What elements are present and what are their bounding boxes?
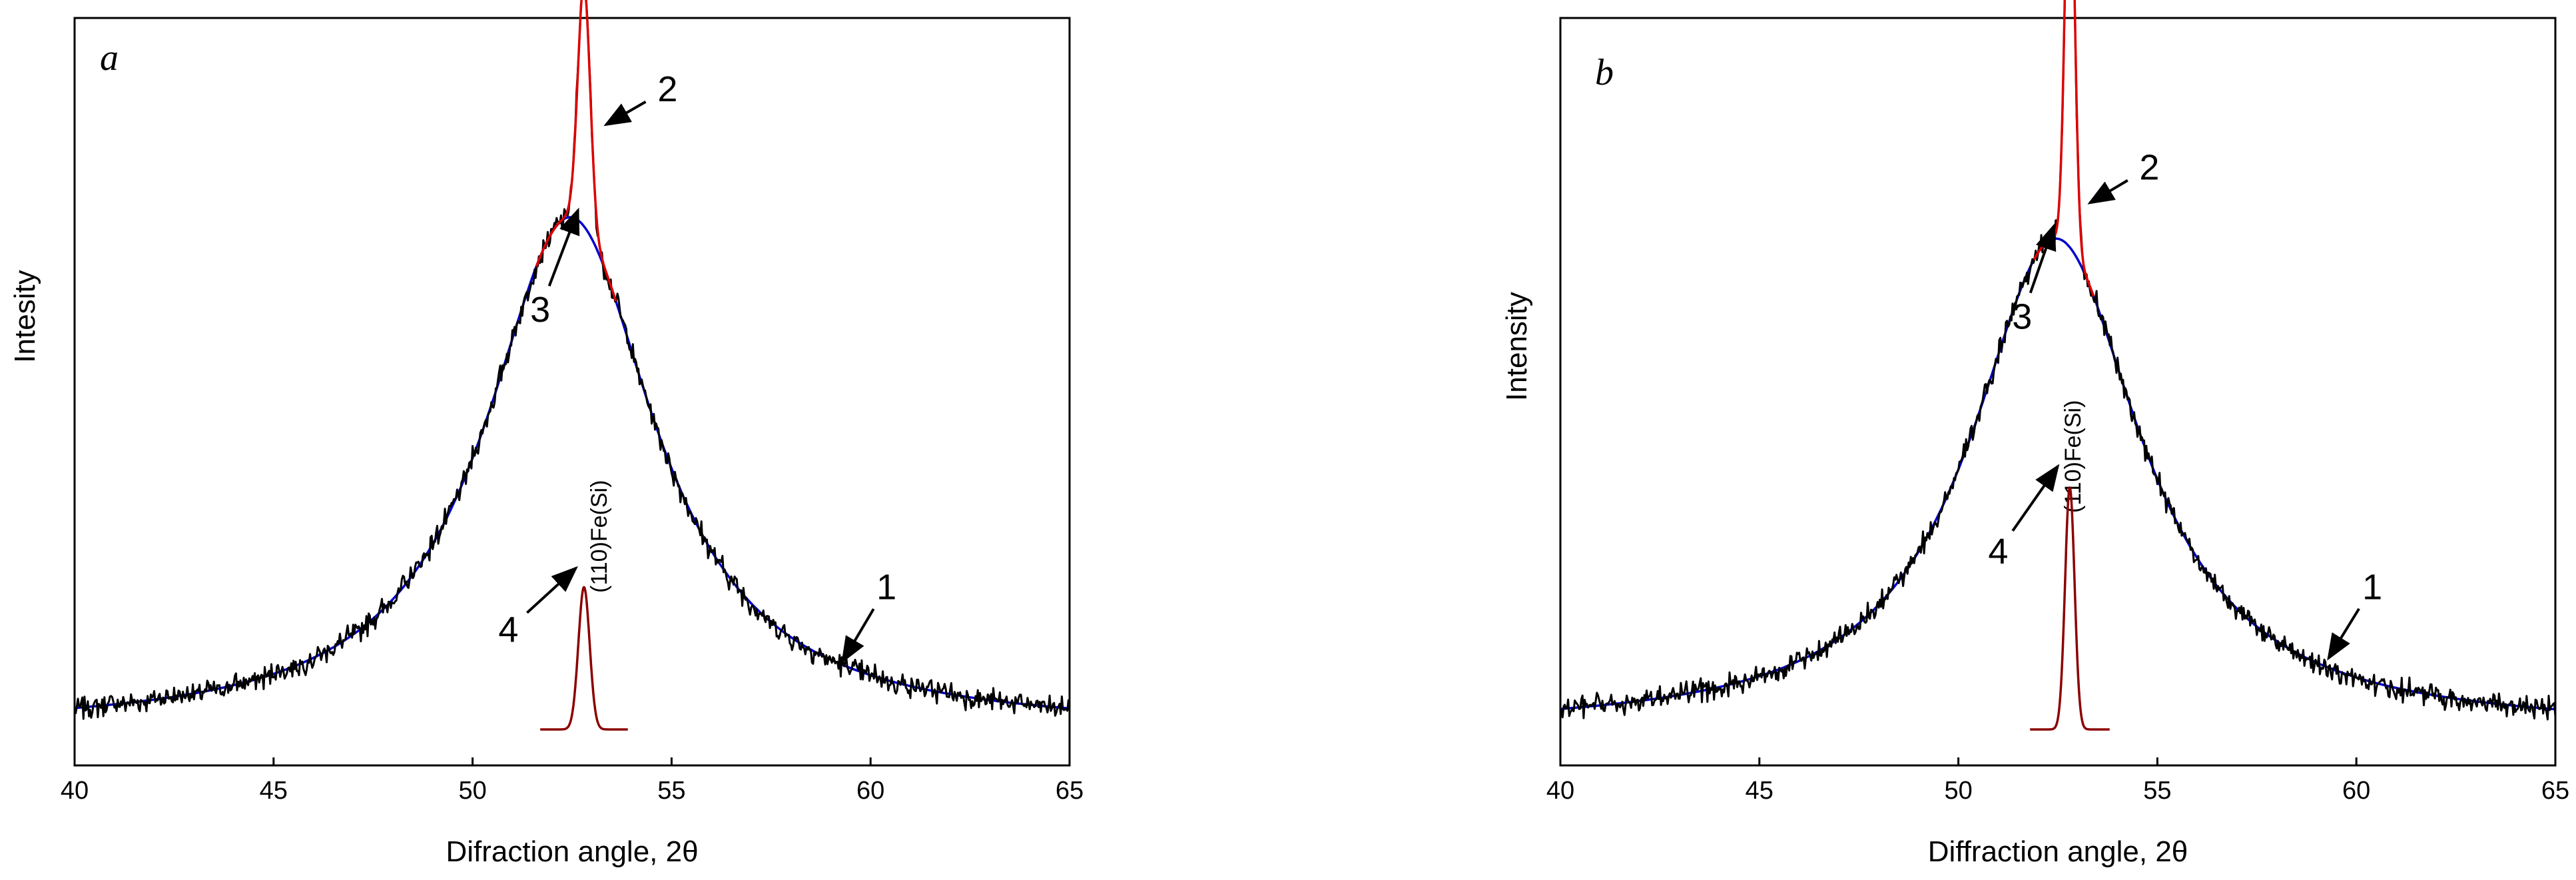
y-axis-title: Intesity [9, 270, 41, 362]
x-tick-label: 45 [260, 777, 288, 805]
series-layer [1559, 0, 2557, 731]
annotation-arrow-2 [603, 101, 647, 127]
annotation-arrow-1 [841, 608, 875, 663]
annotation-label-2: 2 [657, 69, 677, 109]
peak-label: (110)Fe(Si) [2061, 400, 2086, 513]
x-tick-label: 40 [61, 777, 89, 805]
plot-frame [73, 17, 1071, 767]
x-tick-label: 60 [856, 777, 884, 805]
annotation-arrow-4 [2011, 464, 2060, 532]
peak-label: (110)Fe(Si) [587, 480, 612, 593]
plot-frame [1559, 17, 2557, 767]
x-axis-title: Diffraction angle, 2θ [1928, 835, 2188, 868]
series-3-line [1560, 237, 2556, 711]
series-4-line [539, 586, 629, 731]
annotation-layer: 1 2 3 4 [1988, 147, 2382, 661]
y-axis-title: Intensity [1500, 292, 1533, 401]
annotation-arrow-2 [2087, 179, 2128, 205]
annotation-arrow-1 [2327, 608, 2360, 661]
x-tick-label: 50 [1944, 777, 1972, 805]
annotation-label-4: 4 [1988, 532, 2008, 572]
series-2-line [535, 0, 617, 302]
annotation-label-1: 1 [2362, 567, 2382, 607]
annotation-label-3: 3 [530, 290, 550, 330]
annotation-label-2: 2 [2139, 147, 2159, 187]
x-axis-title: Difraction angle, 2θ [446, 835, 698, 868]
x-tick-label: 60 [2342, 777, 2370, 805]
annotation-layer: 1 2 3 4 [498, 69, 896, 663]
annotation-arrow-3 [547, 207, 580, 287]
chart-panel-a: a Difraction angle, 2θ Intesity (110)Fe(… [9, 0, 1084, 868]
series-4-line [2029, 486, 2110, 731]
x-tick-label: 55 [657, 777, 685, 805]
x-tick-label: 50 [458, 777, 486, 805]
annotation-label-1: 1 [876, 567, 896, 607]
x-tick-label: 40 [1546, 777, 1574, 805]
annotation-arrow-4 [526, 566, 578, 614]
annotation-label-3: 3 [2012, 297, 2032, 337]
annotation-label-4: 4 [498, 610, 518, 650]
x-tick-label: 65 [1056, 777, 1084, 805]
x-axis-ticks: 40 45 50 55 60 65 [61, 757, 1084, 805]
panel-label: b [1595, 52, 1614, 93]
series-layer [73, 0, 1071, 731]
annotation-arrow-3 [2029, 223, 2057, 294]
panel-label: a [100, 37, 119, 79]
x-axis-ticks: 40 45 50 55 60 65 [1546, 757, 2569, 805]
x-tick-label: 65 [2541, 777, 2569, 805]
chart-panel-b: b Diffraction angle, 2θ Intensity (110)F… [1500, 0, 2569, 868]
series-1-line [73, 0, 1071, 720]
x-tick-label: 45 [1746, 777, 1773, 805]
series-1-line [1559, 0, 2557, 721]
x-tick-label: 55 [2143, 777, 2171, 805]
series-3-line [74, 216, 1070, 710]
